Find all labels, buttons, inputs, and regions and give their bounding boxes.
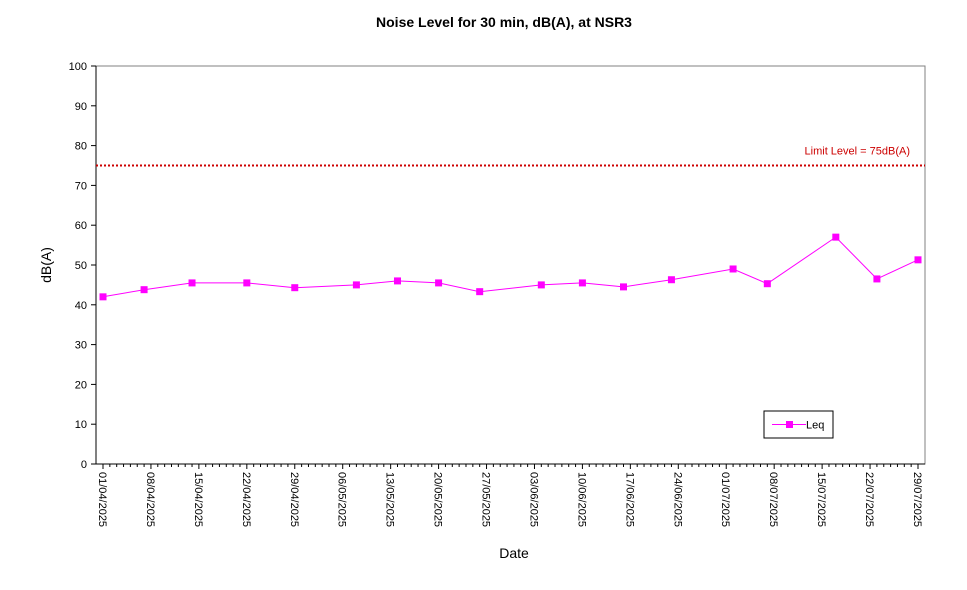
reference-lines: Limit Level = 75dB(A) bbox=[96, 146, 925, 167]
x-tick-label: 03/06/2025 bbox=[527, 472, 539, 527]
y-tick-label: 50 bbox=[75, 260, 87, 272]
data-point-leq bbox=[832, 233, 840, 241]
plot-area bbox=[95, 65, 926, 465]
x-tick-label: 20/05/2025 bbox=[432, 472, 444, 527]
x-tick-label: 01/07/2025 bbox=[719, 472, 731, 527]
x-tick-label: 13/05/2025 bbox=[384, 472, 396, 527]
y-axis: 0 10 20 30 40 50 60 70 80 90 100 bbox=[69, 61, 97, 471]
data-point-leq bbox=[578, 279, 586, 287]
data-point-leq bbox=[620, 283, 628, 291]
legend-label-leq: Leq bbox=[806, 420, 824, 432]
x-tick-label: 27/05/2025 bbox=[480, 472, 492, 527]
x-tick-label: 08/07/2025 bbox=[767, 472, 779, 527]
x-tick-label: 10/06/2025 bbox=[575, 472, 587, 527]
y-axis-label: dB(A) bbox=[38, 247, 54, 283]
legend-marker bbox=[786, 421, 793, 428]
x-tick-label: 01/04/2025 bbox=[96, 472, 108, 527]
data-point-leq bbox=[763, 280, 771, 288]
x-tick-label: 24/06/2025 bbox=[671, 472, 683, 527]
data-point-leq bbox=[873, 275, 881, 283]
data-point-leq bbox=[99, 293, 107, 301]
data-point-leq bbox=[393, 277, 401, 285]
x-tick-label: 29/04/2025 bbox=[288, 472, 300, 527]
x-tick-label: 29/07/2025 bbox=[911, 472, 923, 527]
data-point-leq bbox=[914, 256, 922, 264]
data-point-leq bbox=[435, 279, 443, 287]
y-tick-label: 90 bbox=[75, 101, 87, 113]
data-point-leq bbox=[729, 265, 737, 273]
y-tick-label: 70 bbox=[75, 180, 87, 192]
x-tick-label: 06/05/2025 bbox=[336, 472, 348, 527]
data-point-leq bbox=[352, 281, 360, 289]
data-point-leq bbox=[667, 276, 675, 284]
y-tick-label: 40 bbox=[75, 300, 87, 312]
y-tick-label: 80 bbox=[75, 141, 87, 153]
legend: Leq bbox=[763, 410, 834, 439]
x-axis-label: Date bbox=[499, 545, 529, 561]
data-point-leq bbox=[291, 284, 299, 292]
x-tick-label: 15/07/2025 bbox=[815, 472, 827, 527]
y-tick-label: 10 bbox=[75, 419, 87, 431]
data-point-leq bbox=[537, 281, 545, 289]
chart-title: Noise Level for 30 min, dB(A), at NSR3 bbox=[376, 14, 632, 30]
data-point-leq bbox=[188, 279, 196, 287]
limit-label: Limit Level = 75dB(A) bbox=[805, 146, 910, 158]
y-tick-label: 60 bbox=[75, 220, 87, 232]
y-tick-label: 20 bbox=[75, 379, 87, 391]
x-tick-label: 08/04/2025 bbox=[144, 472, 156, 527]
x-tick-label: 17/06/2025 bbox=[623, 472, 635, 527]
y-tick-label: 0 bbox=[81, 459, 87, 471]
data-point-leq bbox=[476, 288, 484, 296]
y-tick-label: 30 bbox=[75, 340, 87, 352]
x-tick-label: 22/07/2025 bbox=[863, 472, 875, 527]
series-line-leq bbox=[102, 236, 919, 298]
x-tick-label: 22/04/2025 bbox=[240, 472, 252, 527]
series-group bbox=[99, 233, 922, 301]
x-tick-label: 15/04/2025 bbox=[192, 472, 204, 527]
data-point-leq bbox=[140, 286, 148, 294]
x-axis: 01/04/2025 08/04/2025 15/04/2025 22/04/2025… bbox=[96, 463, 925, 527]
data-point-leq bbox=[243, 279, 251, 287]
y-tick-label: 100 bbox=[69, 61, 87, 73]
